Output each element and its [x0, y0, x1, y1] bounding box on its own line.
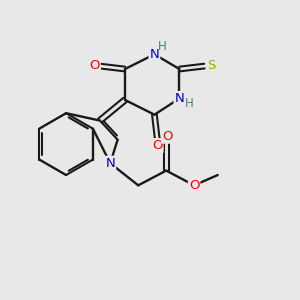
Text: H: H — [158, 40, 167, 52]
Text: N: N — [149, 48, 159, 61]
Text: N: N — [175, 92, 184, 105]
Text: H: H — [184, 97, 193, 110]
Text: O: O — [189, 179, 200, 192]
Text: N: N — [105, 157, 115, 170]
Text: O: O — [152, 139, 163, 152]
Text: S: S — [207, 59, 215, 72]
Text: O: O — [89, 59, 100, 72]
Text: O: O — [162, 130, 172, 143]
